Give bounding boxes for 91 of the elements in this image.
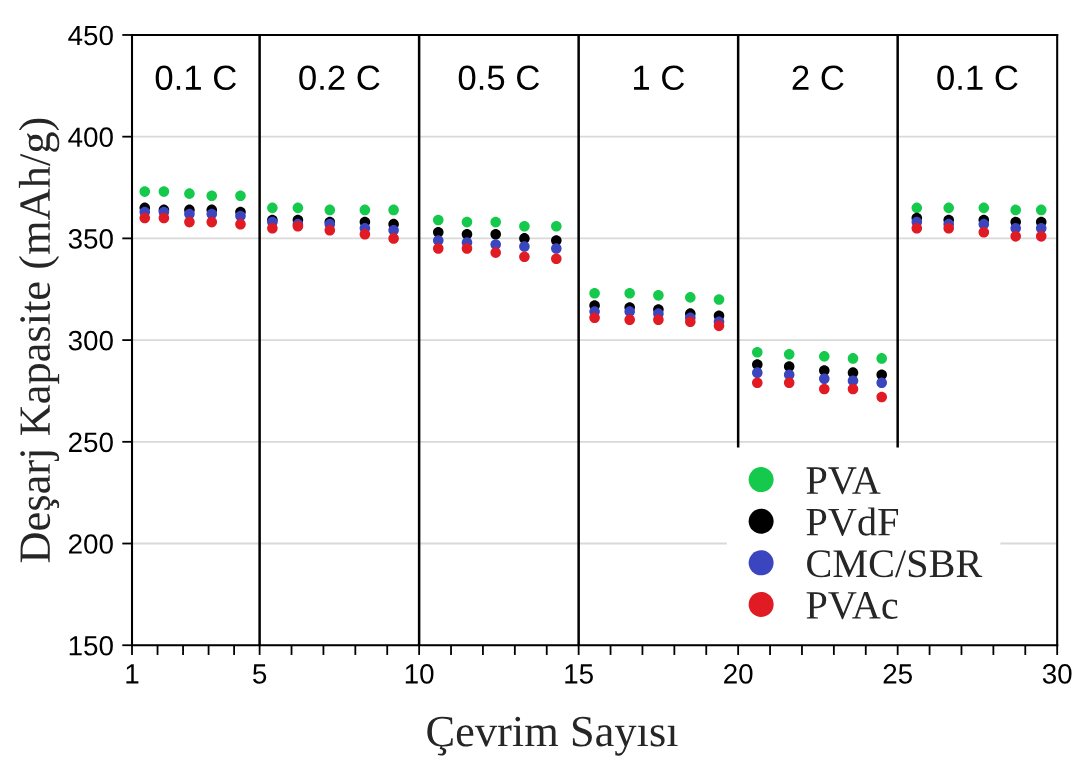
y-tick-label: 250 — [69, 432, 113, 453]
point — [184, 216, 195, 228]
point — [519, 241, 530, 252]
point — [653, 314, 664, 326]
point — [461, 243, 473, 254]
point — [359, 229, 371, 240]
point — [551, 220, 562, 232]
point — [876, 353, 888, 364]
point — [359, 204, 371, 216]
point — [432, 243, 444, 254]
point — [461, 216, 473, 228]
point — [432, 214, 444, 226]
point — [388, 233, 399, 244]
x-tick-label: 5 — [253, 664, 267, 684]
point — [158, 212, 170, 224]
point — [139, 186, 151, 197]
y-tick-label: 400 — [68, 127, 113, 148]
point — [267, 222, 278, 234]
point — [267, 202, 278, 214]
point — [943, 202, 954, 214]
point — [819, 383, 830, 395]
point — [713, 320, 725, 332]
point — [139, 212, 151, 224]
point — [235, 190, 246, 201]
point — [624, 314, 635, 326]
x-tick-label: 10 — [405, 664, 434, 684]
point — [911, 222, 923, 234]
point — [292, 202, 304, 214]
point — [752, 367, 763, 378]
annotation: 1 C — [634, 65, 685, 91]
point — [943, 222, 954, 234]
point — [490, 247, 501, 258]
point — [324, 224, 336, 236]
point — [1035, 204, 1047, 216]
x-tick-label: 1 — [126, 664, 139, 684]
point — [388, 204, 399, 216]
point — [978, 202, 990, 214]
point — [783, 377, 795, 389]
point — [235, 218, 246, 230]
point — [206, 190, 218, 201]
y-tick-label: 350 — [68, 229, 113, 249]
point — [158, 186, 170, 197]
point — [551, 253, 562, 265]
point — [324, 204, 336, 216]
point — [206, 216, 218, 228]
point — [911, 202, 923, 214]
x-axis-title: Çevrim Sayısı — [427, 716, 678, 756]
point — [685, 292, 696, 303]
point — [819, 373, 830, 385]
point — [685, 316, 696, 328]
point — [624, 288, 635, 299]
annotation: 0.1 C — [155, 65, 236, 91]
x-tick-label: 25 — [883, 664, 912, 684]
point — [752, 377, 763, 389]
legend-label: PVdF — [806, 507, 899, 536]
point — [847, 353, 859, 364]
y-axis-title: Deşarj Kapasite (mAh/g) — [18, 118, 60, 563]
point — [1035, 231, 1047, 242]
x-tick-label: 30 — [1042, 664, 1072, 684]
point — [589, 312, 600, 324]
point — [978, 226, 990, 238]
x-tick-label: 20 — [724, 664, 753, 684]
point — [653, 290, 664, 301]
point — [1010, 204, 1021, 216]
y-tick-label: 200 — [69, 534, 113, 554]
y-tick-label: 450 — [68, 25, 113, 46]
point — [490, 216, 501, 228]
point — [490, 229, 501, 240]
point — [819, 351, 830, 362]
x-tick-label: 15 — [565, 664, 593, 684]
point — [519, 251, 530, 262]
point — [1010, 231, 1021, 242]
point — [519, 220, 530, 232]
point — [713, 294, 725, 305]
point — [847, 383, 859, 395]
point — [783, 349, 795, 360]
annotation: 0.5 C — [458, 65, 540, 91]
point — [184, 188, 195, 199]
point — [551, 243, 562, 254]
point — [876, 391, 888, 403]
legend-label: PVA — [806, 467, 881, 495]
annotation: 2 C — [792, 65, 844, 91]
y-tick-label: 150 — [69, 635, 113, 656]
legend-label: CMC/SBR — [807, 550, 983, 578]
point — [589, 288, 600, 299]
annotation: 0.2 C — [299, 65, 380, 91]
y-tick-label: 300 — [68, 330, 113, 351]
annotation: 0.1 C — [937, 65, 1018, 91]
point — [876, 377, 888, 389]
point — [752, 347, 763, 358]
legend-label: PVAc — [806, 591, 898, 620]
